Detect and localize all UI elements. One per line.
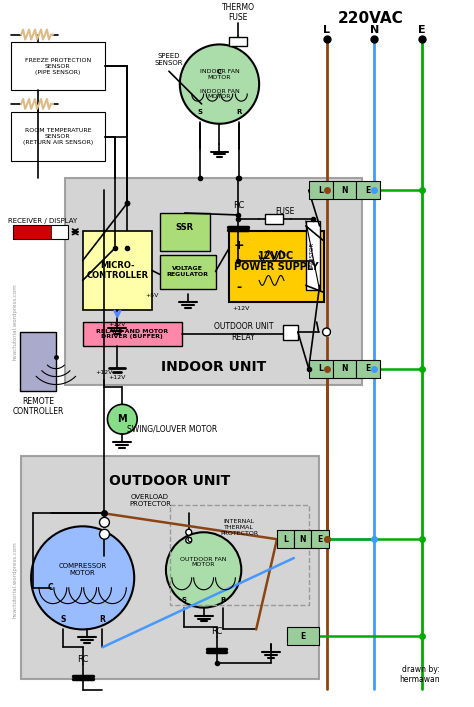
Text: R: R <box>221 597 226 602</box>
Text: R: R <box>237 109 242 115</box>
Text: +12V: +12V <box>109 322 126 327</box>
Text: R: R <box>100 615 105 624</box>
Text: RELAYS AND MOTOR
DRIVER (BUFFER): RELAYS AND MOTOR DRIVER (BUFFER) <box>96 329 168 339</box>
Text: +: + <box>234 239 245 252</box>
Text: OUTDOOR FAN
MOTOR: OUTDOOR FAN MOTOR <box>181 556 227 568</box>
Circle shape <box>100 518 109 527</box>
Text: S: S <box>60 615 65 624</box>
FancyBboxPatch shape <box>21 456 319 679</box>
Text: N: N <box>341 364 347 373</box>
FancyBboxPatch shape <box>265 214 283 224</box>
FancyBboxPatch shape <box>283 325 298 340</box>
FancyBboxPatch shape <box>277 530 294 548</box>
Text: hvactutorial.wordpress.com: hvactutorial.wordpress.com <box>13 284 18 361</box>
FancyBboxPatch shape <box>309 181 333 199</box>
Text: FUSE: FUSE <box>275 206 295 216</box>
Text: +12V: +12V <box>96 370 113 375</box>
Circle shape <box>108 404 137 434</box>
Text: OUTDOOR UNIT
RELAY: OUTDOOR UNIT RELAY <box>213 322 273 341</box>
Text: ROOM TEMPERATURE
SENSOR
(RETURN AIR SENSOR): ROOM TEMPERATURE SENSOR (RETURN AIR SENS… <box>23 129 93 145</box>
FancyBboxPatch shape <box>333 360 356 378</box>
Text: FREEZE PROTECTION
SENSOR
(PIPE SENSOR): FREEZE PROTECTION SENSOR (PIPE SENSOR) <box>25 58 91 74</box>
Circle shape <box>180 45 259 124</box>
Text: SSR: SSR <box>176 223 194 233</box>
Text: C: C <box>217 69 222 75</box>
Text: COMPRESSOR
MOTOR: COMPRESSOR MOTOR <box>58 563 107 576</box>
FancyBboxPatch shape <box>311 530 328 548</box>
Text: +5V: +5V <box>146 293 159 298</box>
Text: INDOOR FAN
MOTOR: INDOOR FAN MOTOR <box>200 69 239 80</box>
Text: L: L <box>318 364 323 373</box>
Text: RECEIVER / DISPLAY: RECEIVER / DISPLAY <box>9 218 78 224</box>
Text: +12V: +12V <box>109 375 126 380</box>
Text: RC: RC <box>233 201 244 209</box>
Text: N: N <box>370 25 379 35</box>
Text: INDOOR UNIT: INDOOR UNIT <box>161 360 266 374</box>
Text: drawn by:
hermawan: drawn by: hermawan <box>399 665 439 684</box>
Text: VOLTAGE
REGULATOR: VOLTAGE REGULATOR <box>167 266 209 277</box>
FancyBboxPatch shape <box>287 627 319 645</box>
FancyBboxPatch shape <box>309 360 333 378</box>
Text: E: E <box>418 25 426 35</box>
FancyBboxPatch shape <box>82 322 182 346</box>
FancyBboxPatch shape <box>333 181 356 199</box>
FancyBboxPatch shape <box>294 530 311 548</box>
FancyBboxPatch shape <box>356 181 380 199</box>
Text: REMOTE
CONTROLLER: REMOTE CONTROLLER <box>12 397 64 416</box>
Text: VARISTOR: VARISTOR <box>310 242 315 269</box>
FancyBboxPatch shape <box>306 221 319 291</box>
Text: N: N <box>341 186 347 194</box>
Text: OUTDOOR UNIT: OUTDOOR UNIT <box>109 474 230 488</box>
Text: S: S <box>181 597 186 602</box>
FancyBboxPatch shape <box>13 225 51 239</box>
Text: 12VDC
POWER SUPPLY: 12VDC POWER SUPPLY <box>234 251 319 272</box>
Text: L: L <box>283 534 288 544</box>
Text: M: M <box>118 414 127 424</box>
FancyBboxPatch shape <box>229 37 247 47</box>
Text: E: E <box>317 534 323 544</box>
Text: INTERNAL
THERMAL
PROTECTOR: INTERNAL THERMAL PROTECTOR <box>220 519 258 536</box>
FancyBboxPatch shape <box>229 231 324 302</box>
FancyBboxPatch shape <box>11 112 105 161</box>
Circle shape <box>186 530 191 535</box>
Text: THERMO
FUSE: THERMO FUSE <box>222 3 255 23</box>
Text: SWING/LOUVER MOTOR: SWING/LOUVER MOTOR <box>127 425 217 433</box>
Circle shape <box>100 530 109 539</box>
FancyBboxPatch shape <box>160 213 210 251</box>
Text: SPEED
SENSOR: SPEED SENSOR <box>155 53 183 66</box>
Text: E: E <box>365 186 371 194</box>
Text: C: C <box>48 583 54 592</box>
FancyBboxPatch shape <box>11 42 105 90</box>
Text: S: S <box>197 109 202 115</box>
Text: C: C <box>186 537 191 543</box>
Text: RC: RC <box>77 655 88 664</box>
FancyBboxPatch shape <box>82 231 152 310</box>
Text: L: L <box>323 25 330 35</box>
FancyBboxPatch shape <box>160 255 216 289</box>
Text: INDOOR FAN
MOTOR: INDOOR FAN MOTOR <box>200 88 239 100</box>
Text: L: L <box>318 186 323 194</box>
FancyBboxPatch shape <box>65 178 362 385</box>
FancyBboxPatch shape <box>13 225 68 239</box>
FancyBboxPatch shape <box>20 332 56 392</box>
Circle shape <box>166 532 241 607</box>
Text: E: E <box>300 632 305 641</box>
FancyBboxPatch shape <box>356 360 380 378</box>
Text: +12V: +12V <box>233 305 250 310</box>
Text: E: E <box>365 364 371 373</box>
Text: 220VAC: 220VAC <box>337 11 403 26</box>
Text: OVERLOAD
PROTECTOR: OVERLOAD PROTECTOR <box>129 494 171 507</box>
Text: hvactutorial.wordpress.com: hvactutorial.wordpress.com <box>13 542 18 618</box>
Text: RC: RC <box>211 627 222 636</box>
Text: -: - <box>237 281 242 294</box>
Circle shape <box>186 537 191 543</box>
Text: MICRO-
CONTROLLER: MICRO- CONTROLLER <box>86 261 148 280</box>
Circle shape <box>323 328 330 336</box>
Circle shape <box>31 526 134 629</box>
Text: N: N <box>300 534 306 544</box>
